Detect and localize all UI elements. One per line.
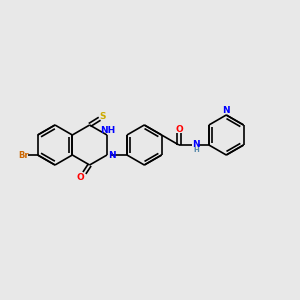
Text: NH: NH [100, 126, 116, 135]
Text: O: O [175, 125, 183, 134]
Text: Br: Br [18, 151, 29, 160]
Text: S: S [100, 112, 106, 121]
Text: H: H [194, 148, 199, 154]
Text: N: N [222, 106, 230, 115]
Text: N: N [108, 151, 115, 160]
Text: N: N [192, 140, 200, 149]
Text: O: O [77, 173, 85, 182]
